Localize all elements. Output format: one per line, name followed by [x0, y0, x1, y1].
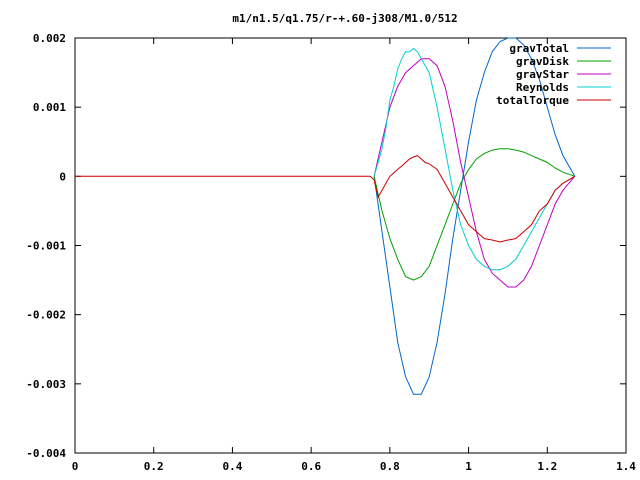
x-tick-label: 1.2	[537, 460, 557, 473]
y-axis: -0.004 -0.003 -0.002 -0.001 0 0.001 0.002	[26, 32, 626, 460]
y-tick-label: 0.001	[33, 101, 66, 114]
x-tick-label: 1	[465, 460, 472, 473]
series-line-gravTotal	[373, 37, 576, 395]
series-line-gravStar	[373, 58, 576, 288]
y-tick-label: -0.002	[26, 309, 66, 322]
series-line-totalTorque	[75, 155, 576, 243]
x-tick-label: 0.4	[222, 460, 242, 473]
legend: gravTotalgravDiskgravStarReynoldstotalTo…	[496, 42, 611, 107]
legend-label-gravTotal: gravTotal	[509, 42, 569, 55]
legend-label-gravStar: gravStar	[516, 68, 569, 81]
x-tick-label: 0.6	[301, 460, 321, 473]
x-tick-label: 0.8	[380, 460, 400, 473]
series-lines	[75, 37, 576, 395]
chart-title: m1/n1.5/q1.75/r-+.60-j308/M1.0/512	[232, 12, 457, 25]
x-axis: 0 0.2 0.4 0.6 0.8 1 1.2 1.4	[72, 38, 636, 473]
x-tick-label: 1.4	[616, 460, 636, 473]
series-line-gravDisk	[373, 148, 575, 281]
y-tick-label: 0.002	[33, 32, 66, 45]
y-tick-label: 0	[59, 170, 66, 183]
y-tick-label: -0.003	[26, 378, 66, 391]
x-tick-label: 0	[72, 460, 79, 473]
legend-label-gravDisk: gravDisk	[516, 55, 569, 68]
y-tick-label: -0.004	[26, 447, 66, 460]
y-tick-label: -0.001	[26, 240, 66, 253]
series-line-Reynolds	[373, 47, 576, 271]
legend-label-Reynolds: Reynolds	[516, 81, 569, 94]
x-tick-label: 0.2	[144, 460, 164, 473]
legend-label-totalTorque: totalTorque	[496, 94, 569, 107]
